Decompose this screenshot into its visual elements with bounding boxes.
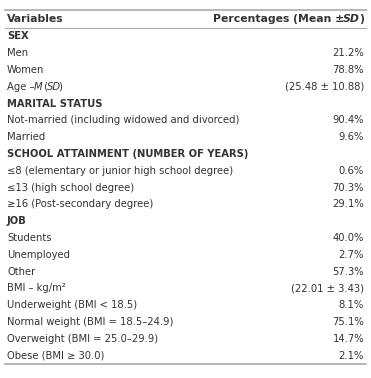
Text: ≤8 (elementary or junior high school degree): ≤8 (elementary or junior high school deg… [7,166,233,176]
Text: 90.4%: 90.4% [332,115,364,125]
Text: MARITAL STATUS: MARITAL STATUS [7,99,102,108]
Text: ≤13 (high school degree): ≤13 (high school degree) [7,183,134,193]
Text: ≥16 (Post-secondary degree): ≥16 (Post-secondary degree) [7,200,153,209]
Text: (22.01 ± 3.43): (22.01 ± 3.43) [291,284,364,293]
Text: Underweight (BMI < 18.5): Underweight (BMI < 18.5) [7,300,137,310]
Text: Married: Married [7,132,45,142]
Text: Other: Other [7,266,35,277]
Text: 14.7%: 14.7% [332,334,364,344]
Text: Unemployed: Unemployed [7,250,70,260]
Text: Obese (BMI ≥ 30.0): Obese (BMI ≥ 30.0) [7,351,104,361]
Text: 75.1%: 75.1% [332,317,364,327]
Text: 21.2%: 21.2% [332,48,364,58]
Text: Not-married (including widowed and divorced): Not-married (including widowed and divor… [7,115,239,125]
Text: 9.6%: 9.6% [339,132,364,142]
Text: Normal weight (BMI = 18.5–24.9): Normal weight (BMI = 18.5–24.9) [7,317,173,327]
Text: 0.6%: 0.6% [339,166,364,176]
Text: Variables: Variables [7,14,63,24]
Text: Overweight (BMI = 25.0–29.9): Overweight (BMI = 25.0–29.9) [7,334,158,344]
Text: 57.3%: 57.3% [332,266,364,277]
Text: SD: SD [47,82,61,92]
Text: (25.48 ± 10.88): (25.48 ± 10.88) [285,82,364,92]
Text: Students: Students [7,233,52,243]
Text: SEX: SEX [7,31,29,42]
Text: Women: Women [7,65,45,75]
Text: SD: SD [343,14,360,24]
Text: JOB: JOB [7,216,27,226]
Text: Percentages (Mean ±: Percentages (Mean ± [213,14,348,24]
Text: 40.0%: 40.0% [333,233,364,243]
Text: ): ) [58,82,62,92]
Text: 2.1%: 2.1% [339,351,364,361]
Text: Men: Men [7,48,28,58]
Text: 78.8%: 78.8% [332,65,364,75]
Text: 70.3%: 70.3% [332,183,364,193]
Text: 2.7%: 2.7% [339,250,364,260]
Text: BMI – kg/m²: BMI – kg/m² [7,284,66,293]
Text: 8.1%: 8.1% [339,300,364,310]
Text: Age –: Age – [7,82,37,92]
Text: (: ( [41,82,48,92]
Text: SCHOOL ATTAINMENT (NUMBER OF YEARS): SCHOOL ATTAINMENT (NUMBER OF YEARS) [7,149,248,159]
Text: M: M [34,82,43,92]
Text: 29.1%: 29.1% [332,200,364,209]
Text: ): ) [359,14,364,24]
